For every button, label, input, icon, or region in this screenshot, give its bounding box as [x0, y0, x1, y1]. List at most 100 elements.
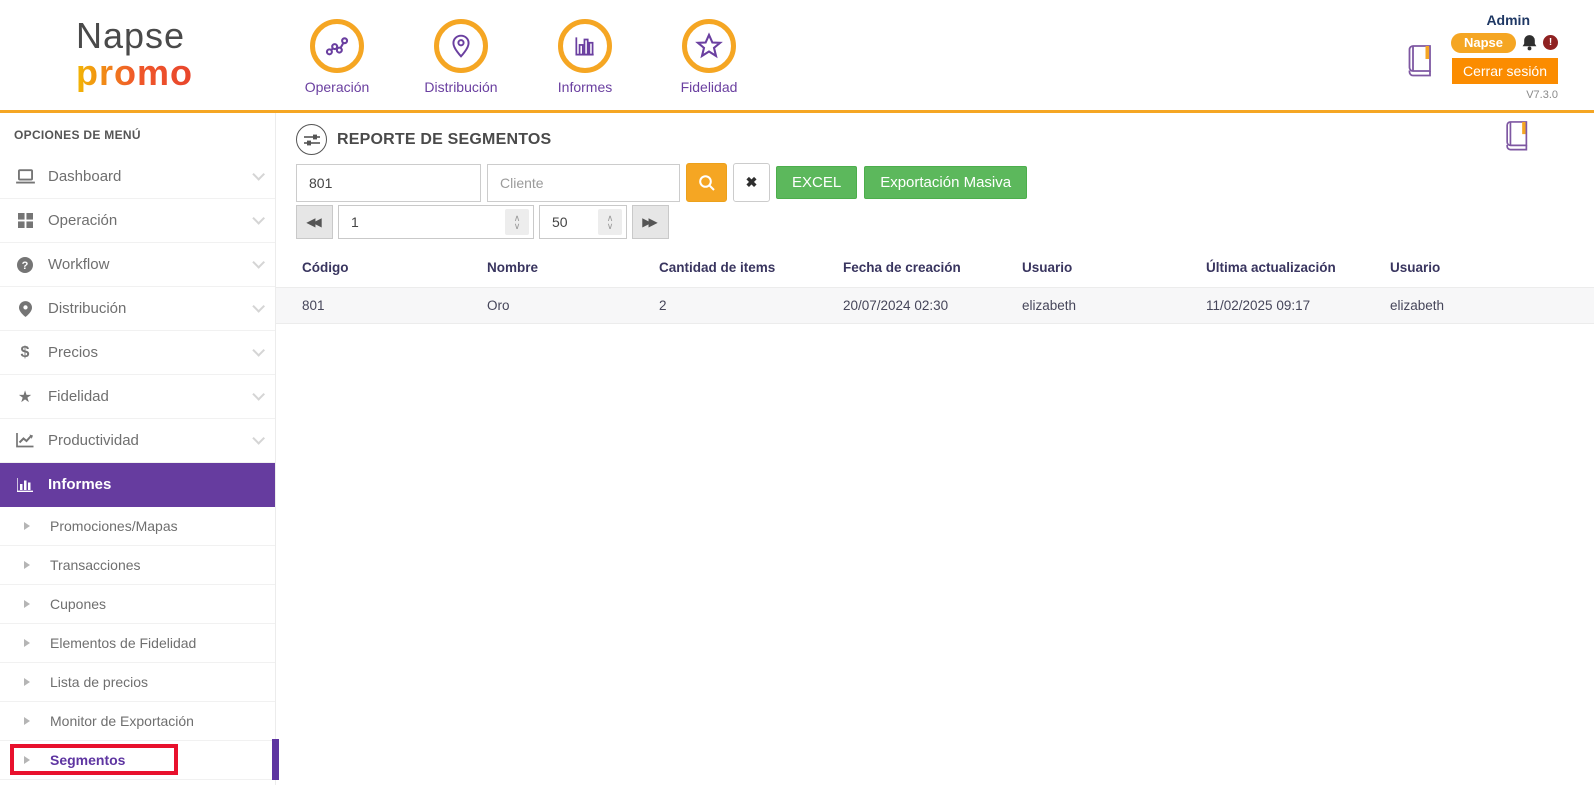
sidebar-subitem-cupones[interactable]: Cupones — [0, 585, 275, 624]
search-button[interactable] — [686, 163, 727, 202]
topnav-label: Operación — [304, 79, 370, 95]
client-input[interactable] — [487, 163, 680, 202]
chevron-down-icon — [252, 256, 265, 269]
sidebar-subitem-segmentos[interactable]: Segmentos — [0, 741, 275, 780]
sidebar-item-label: Workflow — [48, 256, 110, 273]
grid-icon — [14, 213, 36, 228]
topnav-fidelidad[interactable]: Fidelidad — [663, 19, 755, 95]
username-label: Admin — [1486, 11, 1530, 28]
segments-table: Código Nombre Cantidad de items Fecha de… — [276, 254, 1594, 324]
sidebar-subitem-label: Monitor de Exportación — [50, 713, 194, 729]
page-size-input[interactable] — [540, 206, 598, 238]
sidebar-item-informes[interactable]: Informes — [0, 463, 275, 507]
logo-napse: Napse — [76, 15, 186, 57]
spin-up-icon[interactable]: ∧ — [606, 213, 614, 223]
spin-down-icon[interactable]: ∨ — [606, 221, 614, 231]
cell-codigo: 801 — [302, 298, 325, 313]
excel-button[interactable]: EXCEL — [776, 166, 858, 199]
sidebar-subitem-lista-de-precios[interactable]: Lista de precios — [0, 663, 275, 702]
chevron-down-icon — [252, 432, 265, 445]
map-pin-icon — [14, 300, 36, 317]
sidebar-item-fidelidad[interactable]: ★ Fidelidad — [0, 375, 275, 419]
page-title-row: REPORTE DE SEGMENTOS — [296, 124, 1594, 155]
clear-button[interactable]: ✖ — [733, 163, 770, 202]
last-page-button[interactable]: ▶▶ — [632, 205, 669, 239]
map-pin-icon — [434, 19, 488, 73]
code-input[interactable] — [296, 163, 481, 202]
page-number-input[interactable] — [339, 206, 505, 238]
sidebar-item-workflow[interactable]: ? Workflow — [0, 243, 275, 287]
chevron-down-icon — [252, 388, 265, 401]
logo-promo: promo — [76, 52, 193, 93]
main-content: REPORTE DE SEGMENTOS ✖ EXCEL Exportación… — [276, 113, 1594, 785]
caret-right-icon — [24, 561, 30, 569]
topnav-label: Fidelidad — [680, 79, 738, 95]
filter-row: ✖ EXCEL Exportación Masiva — [296, 163, 1594, 202]
caret-right-icon — [24, 600, 30, 608]
sidebar-item-dashboard[interactable]: Dashboard — [0, 155, 275, 199]
cell-fecha-creacion: 20/07/2024 02:30 — [843, 298, 949, 313]
sidebar-item-label: Fidelidad — [48, 388, 109, 405]
sidebar-scrollbar-thumb[interactable] — [272, 739, 279, 780]
user-area: Admin Napse ! Cerrar sesión V7.3.0 — [1408, 10, 1558, 101]
sidebar-subitem-transacciones[interactable]: Transacciones — [0, 546, 275, 585]
page-number-stepper: ∧ ∨ — [338, 205, 534, 239]
star-icon — [682, 19, 736, 73]
sidebar-subitem-label: Promociones/Mapas — [50, 518, 178, 534]
mass-export-button[interactable]: Exportación Masiva — [864, 166, 1028, 199]
sidebar-item-operacion[interactable]: Operación — [0, 199, 275, 243]
sidebar-item-precios[interactable]: $ Precios — [0, 331, 275, 375]
topnav-distribucion[interactable]: Distribución — [415, 19, 507, 95]
tenant-badge[interactable]: Napse — [1450, 32, 1516, 53]
spinner-arrows-icon[interactable]: ∧ ∨ — [598, 209, 622, 235]
chevron-down-icon — [252, 212, 265, 225]
spinner-arrows-icon[interactable]: ∧ ∨ — [505, 209, 529, 235]
first-page-button[interactable]: ◀◀ — [296, 205, 333, 239]
sidebar-item-label: Precios — [48, 344, 99, 361]
caret-right-icon — [24, 639, 30, 647]
sidebar-item-label: Productividad — [48, 432, 139, 449]
table-header-row: Código Nombre Cantidad de items Fecha de… — [276, 254, 1594, 287]
pagination-row: ◀◀ ∧ ∨ ∧ ∨ ▶▶ — [296, 205, 1594, 239]
logout-button[interactable]: Cerrar sesión — [1451, 57, 1558, 84]
sidebar-subitem-label: Transacciones — [50, 557, 141, 573]
laptop-icon — [14, 169, 36, 184]
svg-text:?: ? — [22, 260, 29, 272]
table-row[interactable]: 801 Oro 2 20/07/2024 02:30 elizabeth 11/… — [276, 287, 1594, 324]
app-header: Napse promo Operación Distribución — [0, 0, 1594, 113]
column-header: Cantidad de items — [659, 260, 776, 275]
notifications-bell-icon[interactable] — [1521, 34, 1538, 51]
alert-exclamation-icon[interactable]: ! — [1543, 35, 1558, 50]
manual-book-icon[interactable] — [1502, 119, 1532, 158]
topnav-operacion[interactable]: Operación — [291, 19, 383, 95]
column-header: Nombre — [487, 260, 539, 275]
topnav-informes[interactable]: Informes — [539, 19, 631, 95]
question-circle-icon: ? — [14, 256, 36, 273]
manual-book-icon[interactable] — [1404, 43, 1436, 84]
sidebar-subitem-label: Elementos de Fidelidad — [50, 635, 197, 651]
column-header: Usuario — [1390, 260, 1441, 275]
sidebar-item-productividad[interactable]: Productividad — [0, 419, 275, 463]
scatter-chart-icon — [310, 19, 364, 73]
sidebar-item-label: Dashboard — [48, 168, 122, 185]
column-header: Última actualización — [1206, 260, 1336, 275]
search-icon — [698, 174, 716, 192]
sidebar-subitem-label: Cupones — [50, 596, 107, 612]
column-header: Código — [302, 260, 349, 275]
star-icon: ★ — [17, 388, 33, 406]
sidebar-subitem-promociones-mapas[interactable]: Promociones/Mapas — [0, 507, 275, 546]
sidebar-item-distribucion[interactable]: Distribución — [0, 287, 275, 331]
spin-down-icon[interactable]: ∨ — [513, 221, 521, 231]
chevron-down-icon — [252, 300, 265, 313]
sidebar-subitem-elementos-de-fidelidad[interactable]: Elementos de Fidelidad — [0, 624, 275, 663]
spin-up-icon[interactable]: ∧ — [513, 213, 521, 223]
cell-nombre: Oro — [487, 298, 510, 313]
dollar-icon: $ — [20, 343, 30, 361]
sidebar-item-label: Distribución — [48, 300, 127, 317]
column-header: Fecha de creación — [843, 260, 961, 275]
sidebar-item-label: Operación — [48, 212, 118, 229]
cell-usuario-actualizacion: elizabeth — [1390, 298, 1445, 313]
chevron-down-icon — [252, 344, 265, 357]
sidebar-subitem-monitor-de-exportacion[interactable]: Monitor de Exportación — [0, 702, 275, 741]
caret-right-icon — [24, 678, 30, 686]
